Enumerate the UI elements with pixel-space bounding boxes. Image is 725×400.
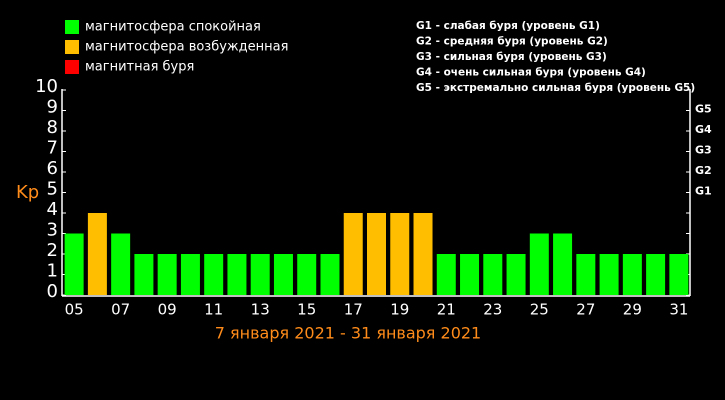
legend-swatch [65, 40, 79, 54]
bar [669, 254, 689, 295]
bar [483, 254, 503, 295]
y-tick-label: 4 [47, 199, 58, 220]
y-tick-label: 7 [47, 138, 58, 159]
y2-tick-label: G2 [695, 164, 712, 177]
bar [390, 213, 410, 295]
x-tick-label: 17 [344, 301, 363, 319]
bar [204, 254, 224, 295]
y-tick-label: 10 [35, 76, 58, 97]
bar [622, 254, 642, 295]
bar [64, 233, 84, 295]
storm-level-note: G3 - сильная буря (уровень G3) [416, 51, 607, 63]
x-tick-label: 15 [297, 301, 316, 319]
y2-tick-label: G5 [695, 103, 712, 116]
x-tick-label: 27 [576, 301, 595, 319]
x-axis-label: 7 января 2021 - 31 января 2021 [215, 324, 481, 343]
bar [506, 254, 526, 295]
x-tick-label: 25 [530, 301, 549, 319]
bar [134, 254, 154, 295]
bar [553, 233, 573, 295]
x-tick-label: 21 [437, 301, 456, 319]
x-tick-label: 23 [483, 301, 502, 319]
y-tick-label: 3 [47, 220, 58, 241]
y-axis-label: Kp [16, 182, 39, 203]
y-tick-label: 1 [47, 261, 58, 282]
x-tick-label: 31 [669, 301, 688, 319]
bar [436, 254, 456, 295]
bar [111, 233, 131, 295]
y-tick-label: 9 [47, 97, 58, 118]
x-tick-label: 13 [251, 301, 270, 319]
bar [157, 254, 177, 295]
bar [413, 213, 433, 295]
bar [646, 254, 666, 295]
legend-label: магнитная буря [85, 60, 194, 75]
y-tick-label: 0 [47, 281, 58, 302]
bar [250, 254, 270, 295]
y2-tick-label: G3 [695, 144, 712, 157]
storm-level-note: G2 - средняя буря (уровень G2) [416, 36, 608, 48]
x-tick-label: 29 [623, 301, 642, 319]
bar [599, 254, 619, 295]
legend-swatch [65, 60, 79, 74]
bar [227, 254, 247, 295]
bar [180, 254, 200, 295]
y-tick-label: 5 [47, 179, 58, 200]
bar [343, 213, 363, 295]
y2-tick-label: G1 [695, 185, 712, 198]
bar [576, 254, 596, 295]
x-tick-label: 09 [158, 301, 177, 319]
bar [529, 233, 549, 295]
y-tick-label: 8 [47, 117, 58, 138]
legend-label: магнитосфера возбужденная [85, 40, 288, 55]
bar [460, 254, 480, 295]
bar [87, 213, 107, 295]
bar [320, 254, 340, 295]
bar [367, 213, 386, 295]
storm-level-note: G1 - слабая буря (уровень G1) [416, 20, 600, 32]
y2-tick-label: G4 [695, 123, 712, 136]
bar [273, 254, 293, 295]
legend-label: магнитосфера спокойная [85, 20, 261, 35]
y-tick-label: 2 [47, 240, 58, 261]
x-tick-label: 11 [204, 301, 223, 319]
legend-swatch [65, 20, 79, 34]
x-tick-label: 19 [390, 301, 409, 319]
x-tick-label: 07 [111, 301, 130, 319]
y-tick-label: 6 [47, 158, 58, 179]
storm-level-note: G5 - экстремально сильная буря (уровень … [416, 82, 695, 94]
bar [297, 254, 317, 295]
x-tick-label: 05 [65, 301, 84, 319]
storm-level-note: G4 - очень сильная буря (уровень G4) [416, 67, 646, 79]
